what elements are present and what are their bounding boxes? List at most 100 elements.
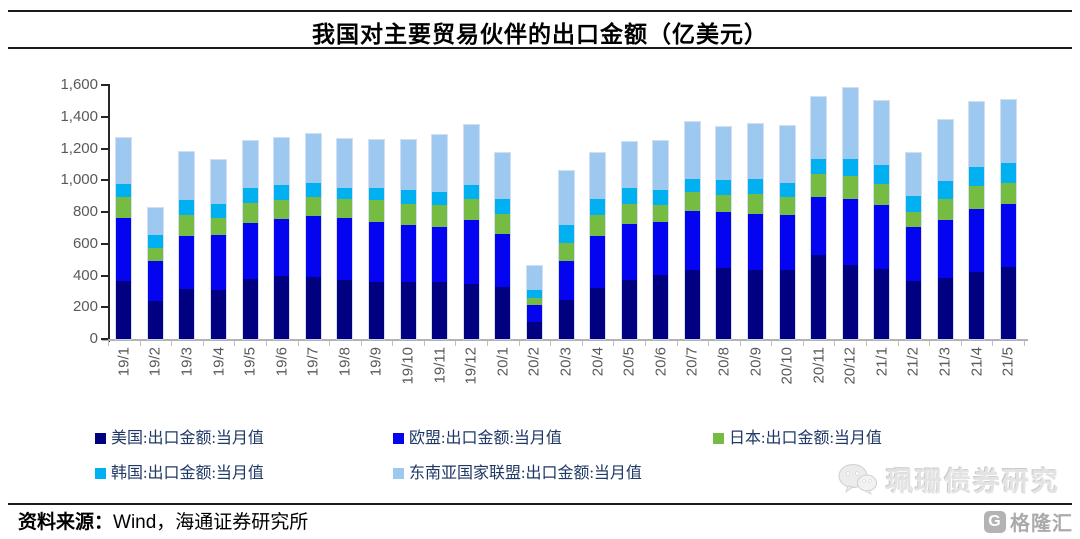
bar-segment (716, 212, 732, 268)
x-axis-label: 20/9 (747, 347, 765, 377)
bar-segment (905, 196, 921, 213)
x-axis-label: 19/3 (178, 347, 196, 377)
bar-segment (463, 220, 479, 284)
bar-segment (969, 272, 985, 339)
y-axis-tick (101, 84, 108, 87)
x-axis-tick (360, 341, 362, 346)
bar-segment (242, 222, 258, 279)
bar-segment (748, 124, 764, 179)
bar-segment (842, 175, 858, 199)
y-axis-tick (101, 274, 108, 277)
source-note-prefix: 资料来源： (18, 512, 114, 533)
x-axis-tick (139, 341, 141, 346)
bar-segment (242, 278, 258, 339)
x-axis-label: 20/2 (525, 347, 543, 377)
x-axis-label: 19/10 (399, 347, 417, 385)
bar-segment (937, 220, 953, 278)
bar-segment (558, 299, 574, 339)
x-axis-label: 19/5 (241, 347, 259, 377)
bar-segment (684, 178, 700, 192)
legend-label-japan: 日本:出口金额:当月值 (729, 430, 882, 447)
bar-segment (526, 304, 542, 323)
bar-segment (337, 218, 353, 280)
bar-segment (305, 133, 321, 183)
legend-item-us: 美国:出口金额:当月值 (95, 424, 264, 447)
x-axis-label: 20/10 (778, 347, 796, 385)
bar-19-2 (147, 207, 163, 339)
bar-segment (147, 261, 163, 302)
bar-20-11 (811, 96, 827, 339)
bar-segment (621, 141, 637, 188)
x-axis-tick (708, 341, 710, 346)
bar-segment (463, 125, 479, 185)
bar-segment (274, 219, 290, 277)
bar-segment (1000, 204, 1016, 268)
bar-segment (400, 282, 416, 339)
x-axis-tick (739, 341, 741, 346)
x-axis-label: 21/5 (999, 347, 1017, 377)
legend-swatch-japan (713, 433, 724, 444)
bar-segment (463, 199, 479, 221)
bar-segment (116, 197, 132, 218)
bar-segment (1000, 99, 1016, 163)
bar-segment (716, 126, 732, 180)
bar-segment (526, 297, 542, 305)
x-axis-tick (613, 341, 615, 346)
x-axis-label: 19/11 (431, 347, 449, 384)
bar-20-7 (684, 121, 700, 339)
bar-segment (211, 235, 227, 291)
bar-segment (116, 217, 132, 282)
bar-segment (337, 187, 353, 200)
bar-segment (811, 255, 827, 339)
bar-segment (811, 196, 827, 256)
x-axis-label: 20/11 (810, 347, 828, 384)
wechat-bubbles-icon (838, 463, 877, 495)
bar-segment (779, 215, 795, 270)
x-axis-tick (234, 341, 236, 346)
bar-segment (874, 205, 890, 269)
x-axis-tick (581, 341, 583, 346)
x-axis (102, 339, 1028, 341)
y-axis (108, 84, 110, 342)
legend-item-japan: 日本:出口金额:当月值 (713, 424, 882, 447)
bar-21-3 (937, 119, 953, 339)
bar-segment (621, 223, 637, 280)
bar-20-2 (526, 265, 542, 339)
bar-segment (400, 140, 416, 191)
bar-segment (274, 276, 290, 339)
y-axis-label: 1,400 (60, 108, 98, 125)
bar-segment (116, 184, 132, 198)
y-axis-label: 1,600 (60, 76, 98, 94)
x-axis-tick (676, 341, 678, 346)
bar-20-9 (748, 124, 764, 339)
x-axis-label: 20/5 (620, 347, 638, 377)
bar-segment (495, 233, 511, 288)
bar-segment (969, 101, 985, 167)
source-note-body: Wind，海通证券研究所 (113, 512, 309, 533)
x-axis-tick (802, 341, 804, 346)
x-axis-tick (423, 341, 425, 346)
bar-segment (368, 200, 384, 222)
bar-segment (147, 235, 163, 248)
x-axis-tick (771, 341, 773, 346)
gelonghui-logo-text: 格隆汇 (1010, 513, 1073, 535)
bar-segment (842, 158, 858, 176)
bar-segment (653, 275, 669, 339)
bar-segment (179, 236, 195, 289)
bar-19-12 (463, 125, 479, 339)
x-axis-label: 19/4 (210, 347, 228, 377)
bar-segment (463, 283, 479, 339)
bar-segment (305, 276, 321, 339)
bar-segment (368, 187, 384, 201)
x-axis-label: 20/12 (841, 347, 859, 385)
x-axis-label: 21/2 (904, 347, 922, 377)
bar-segment (937, 180, 953, 200)
bar-21-5 (1000, 99, 1016, 339)
bar-segment (653, 190, 669, 206)
bar-segment (147, 207, 163, 236)
x-axis-tick (297, 341, 299, 346)
bar-segment (621, 203, 637, 224)
bar-segment (779, 182, 795, 197)
bar-19-3 (179, 151, 195, 339)
wechat-watermark-text: 珮珊债券研究 (886, 467, 1060, 497)
